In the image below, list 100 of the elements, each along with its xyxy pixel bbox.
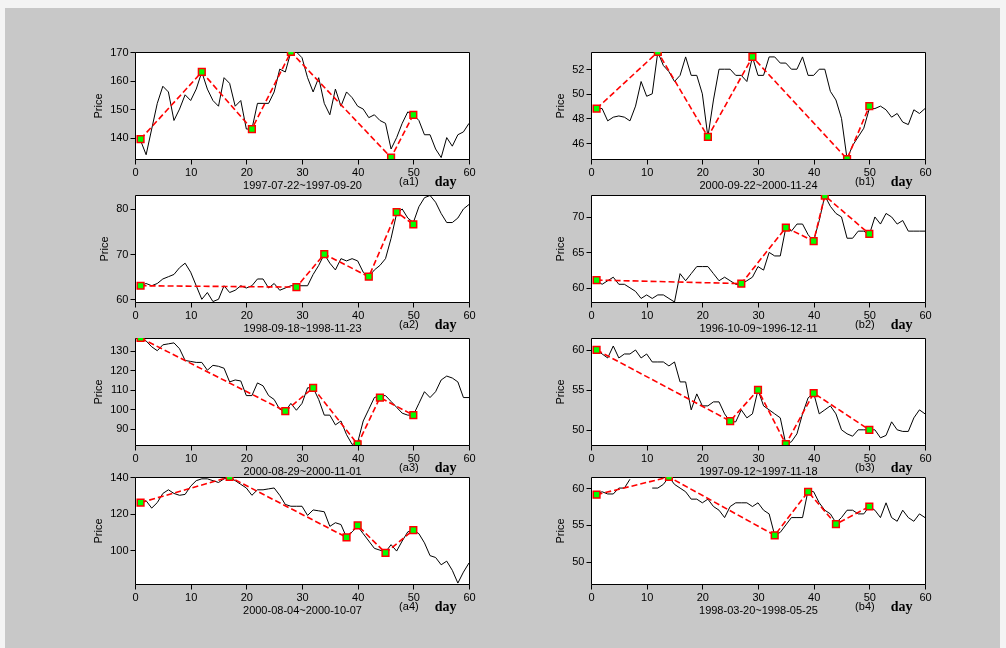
y-axis-title: Price xyxy=(554,93,567,119)
y-axis-title: Price xyxy=(554,236,567,262)
point xyxy=(364,272,373,281)
x-tick-label: 20 xyxy=(240,308,253,321)
x-tick-label: 30 xyxy=(296,590,309,603)
x-tick-label: 40 xyxy=(808,590,821,603)
x-tick-label: 20 xyxy=(240,451,253,464)
point xyxy=(737,279,746,288)
point xyxy=(809,236,818,246)
y-tick-label: 52 xyxy=(572,62,585,75)
y-tick-label: 60 xyxy=(572,343,585,356)
point xyxy=(409,220,418,229)
x-tick-label: 20 xyxy=(696,165,709,178)
y-tick-label: 46 xyxy=(572,136,585,149)
x-tick-label: 50 xyxy=(407,308,420,321)
x-tick-label: 50 xyxy=(407,165,420,178)
point xyxy=(409,525,418,535)
x-tick-label: 10 xyxy=(641,590,654,603)
text: day xyxy=(890,460,913,475)
y-tick-label: 170 xyxy=(110,45,129,58)
text: (a3) xyxy=(399,461,419,473)
y-tick-label: 90 xyxy=(116,422,129,435)
x-tick-label: 50 xyxy=(407,590,420,603)
y-tick-label: 130 xyxy=(110,344,129,357)
point xyxy=(136,134,145,144)
x-tick-label: 10 xyxy=(185,308,198,321)
x-tick-label: 0 xyxy=(132,451,139,464)
x-tick-label: 30 xyxy=(296,308,309,321)
text: day xyxy=(434,599,457,614)
x-tick-label: 10 xyxy=(185,590,198,603)
text: (b3) xyxy=(855,461,875,473)
x-tick-label: 40 xyxy=(352,590,365,603)
point xyxy=(247,124,256,134)
point xyxy=(136,281,145,290)
x-tick-label: 40 xyxy=(352,165,365,178)
x-tick-label: 0 xyxy=(132,590,139,603)
point xyxy=(865,502,874,511)
x-tick-label: 10 xyxy=(641,308,654,321)
x-tick-label: 60 xyxy=(919,590,932,603)
x-tick-label: 60 xyxy=(463,165,476,178)
x-tick-label: 50 xyxy=(863,451,876,464)
x-tick-label: 0 xyxy=(588,451,595,464)
point xyxy=(381,548,390,558)
x-tick-label: 0 xyxy=(588,165,595,178)
point xyxy=(309,383,318,392)
x-tick-label: 30 xyxy=(296,165,309,178)
y-tick-label: 60 xyxy=(572,481,585,494)
x-tick-label: 60 xyxy=(919,165,932,178)
y-axis-title: Price xyxy=(92,93,105,119)
x-tick-label: 10 xyxy=(185,451,198,464)
x-tick-label: 20 xyxy=(696,590,709,603)
x-tick-label: 40 xyxy=(352,308,365,321)
x-tick-label: 60 xyxy=(463,590,476,603)
x-tick-label: 40 xyxy=(352,451,365,464)
x-axis-title: 1998-03-20~1998-05-25 xyxy=(699,603,818,616)
point xyxy=(726,416,735,426)
point xyxy=(320,250,329,259)
x-tick-label: 30 xyxy=(752,590,765,603)
x-tick-label: 60 xyxy=(463,308,476,321)
y-axis-title: Price xyxy=(92,518,105,544)
x-tick-label: 20 xyxy=(696,451,709,464)
point xyxy=(392,208,401,217)
x-axis-title: 1998-09-18~1998-11-23 xyxy=(243,321,362,334)
x-tick-label: 60 xyxy=(463,451,476,464)
text: (b4) xyxy=(855,600,875,612)
x-tick-label: 50 xyxy=(863,165,876,178)
x-tick-label: 30 xyxy=(752,165,765,178)
x-axis-title: 2000-09-22~2000-11-24 xyxy=(699,178,818,191)
x-tick-label: 0 xyxy=(588,308,595,321)
point xyxy=(753,385,763,395)
x-tick-label: 30 xyxy=(296,451,309,464)
y-tick-label: 140 xyxy=(110,131,129,144)
x-tick-label: 40 xyxy=(808,165,821,178)
point xyxy=(592,275,601,285)
point xyxy=(281,407,290,416)
point xyxy=(703,132,712,141)
x-axis-title: 2000-08-29~2000-11-01 xyxy=(243,464,362,477)
point xyxy=(865,425,874,434)
y-tick-label: 50 xyxy=(572,87,585,100)
x-tick-label: 40 xyxy=(808,308,821,321)
point xyxy=(292,283,301,292)
text: day xyxy=(434,460,457,475)
x-axis-title: 1996-10-09~1996-12-11 xyxy=(699,321,818,334)
y-axis-title: Price xyxy=(554,518,567,544)
point xyxy=(592,104,601,113)
point xyxy=(353,521,362,530)
x-tick-label: 40 xyxy=(808,451,821,464)
point xyxy=(136,498,145,507)
y-tick-label: 48 xyxy=(572,111,585,124)
y-tick-label: 120 xyxy=(110,363,129,376)
x-axis-title: 2000-08-04~2000-10-07 xyxy=(243,603,362,616)
x-tick-label: 50 xyxy=(863,308,876,321)
y-tick-label: 110 xyxy=(110,383,129,396)
point xyxy=(409,110,418,119)
point xyxy=(865,102,874,111)
text: day xyxy=(434,317,457,332)
y-tick-label: 150 xyxy=(110,102,129,115)
x-tick-label: 10 xyxy=(641,451,654,464)
text: day xyxy=(434,174,457,189)
x-tick-label: 60 xyxy=(919,451,932,464)
